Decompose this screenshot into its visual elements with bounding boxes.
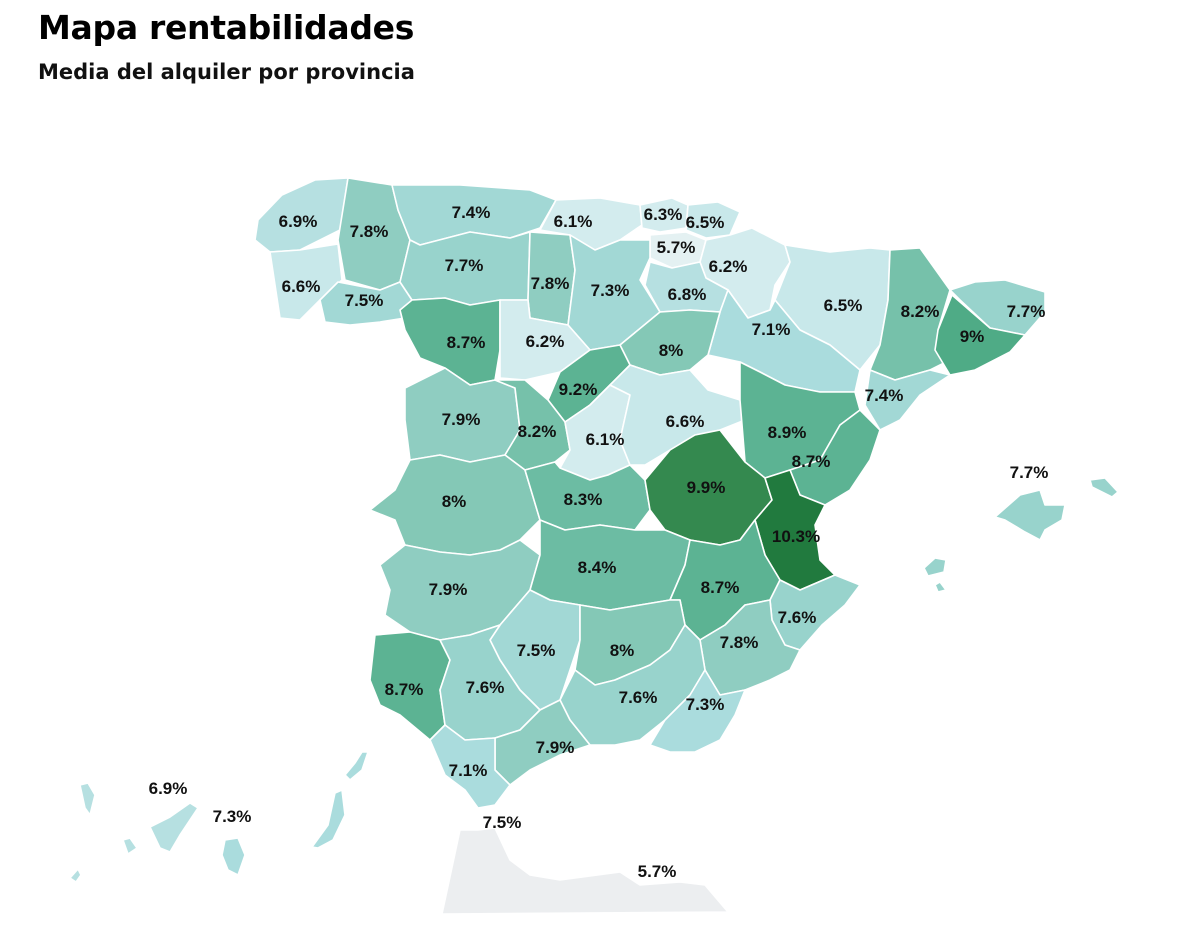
province-tenerife-la-gomera[interactable] (122, 837, 138, 855)
value-label-caceres: 8% (441, 492, 467, 511)
value-label-cuenca: 9.9% (686, 478, 726, 497)
value-label-valladolid: 6.2% (525, 332, 565, 351)
value-label-castellon: 8.7% (791, 452, 831, 471)
value-label-huelva: 8.7% (384, 680, 424, 699)
value-label-asturias: 7.4% (451, 203, 491, 222)
value-label-barcelona: 9% (959, 327, 985, 346)
province-almeria[interactable] (649, 669, 746, 753)
province-huesca[interactable] (774, 244, 891, 371)
province-las-palmas-fuerteventura[interactable] (311, 789, 346, 849)
value-label-bizkaia: 6.3% (643, 205, 683, 224)
province-barcelona[interactable] (934, 294, 1026, 376)
value-label-las-palmas: 7.3% (212, 807, 252, 826)
value-label-santa-cruz-tenerife: 6.9% (148, 779, 188, 798)
value-label-navarra: 6.2% (708, 257, 748, 276)
value-label-almeria: 7.3% (685, 695, 725, 714)
value-label-jaen: 8% (609, 641, 635, 660)
province-las-palmas-lanzarote[interactable] (344, 751, 369, 781)
province-baleares-menorca[interactable] (1089, 477, 1119, 498)
value-label-ourense: 7.5% (344, 291, 384, 310)
province-zamora[interactable] (399, 297, 501, 386)
value-label-toledo: 8.3% (563, 490, 603, 509)
province-baleares-ibiza[interactable] (923, 557, 947, 577)
value-label-palencia: 7.8% (530, 274, 570, 293)
value-label-baleares: 7.7% (1009, 463, 1049, 482)
province-las-palmas-gran-canaria[interactable] (221, 837, 246, 876)
value-label-cantabria: 6.1% (553, 212, 593, 231)
province-tarragona[interactable] (864, 369, 951, 431)
province-ceuta-melilla-area[interactable] (441, 827, 729, 915)
page-subtitle: Media del alquiler por provincia (38, 60, 415, 84)
value-label-avila: 8.2% (517, 422, 557, 441)
page-title: Mapa rentabilidades (38, 8, 415, 47)
value-label-salamanca: 7.9% (441, 410, 481, 429)
value-label-pontevedra: 6.6% (281, 277, 321, 296)
province-tenerife[interactable] (149, 802, 199, 853)
value-label-huesca: 6.5% (823, 296, 863, 315)
value-label-leon: 7.7% (444, 256, 484, 275)
value-label-murcia: 7.8% (719, 633, 759, 652)
value-label-guadalajara: 6.6% (665, 412, 705, 431)
value-label-madrid: 6.1% (585, 430, 625, 449)
value-label-lleida: 8.2% (900, 302, 940, 321)
province-tenerife-la-palma[interactable] (79, 782, 96, 816)
value-label-burgos: 7.3% (590, 281, 630, 300)
value-label-lugo: 7.8% (349, 222, 389, 241)
value-label-cadiz: 7.1% (448, 761, 488, 780)
value-label-ciudad-real: 8.4% (577, 558, 617, 577)
value-label-melilla: 5.7% (637, 862, 677, 881)
value-label-valencia: 10.3% (771, 527, 821, 546)
value-label-girona: 7.7% (1006, 302, 1046, 321)
value-label-malaga: 7.9% (535, 738, 575, 757)
province-baleares-mallorca[interactable] (994, 489, 1066, 541)
value-label-zamora: 8.7% (446, 333, 486, 352)
province-ourense[interactable] (319, 281, 413, 326)
value-label-la-rioja: 6.8% (667, 285, 707, 304)
value-label-tarragona: 7.4% (864, 386, 904, 405)
value-label-granada: 7.6% (618, 688, 658, 707)
province-baleares-formentera[interactable] (934, 581, 947, 593)
value-label-albacete: 8.7% (700, 578, 740, 597)
value-label-badajoz: 7.9% (428, 580, 468, 599)
province-girona[interactable] (949, 279, 1046, 336)
value-label-zaragoza: 7.1% (751, 320, 791, 339)
value-label-cordoba: 7.5% (516, 641, 556, 660)
value-label-soria: 8% (658, 341, 684, 360)
province-cadiz[interactable] (429, 724, 511, 809)
province-burgos[interactable] (567, 234, 661, 351)
value-label-a-coruna: 6.9% (278, 212, 318, 231)
value-label-alicante: 7.6% (777, 608, 817, 627)
value-label-araba: 5.7% (656, 238, 696, 257)
value-label-teruel: 8.9% (767, 423, 807, 442)
value-label-segovia: 9.2% (558, 380, 598, 399)
value-label-ceuta: 7.5% (482, 813, 522, 832)
value-label-sevilla: 7.6% (465, 678, 505, 697)
value-label-gipuzkoa: 6.5% (685, 213, 725, 232)
province-tenerife-el-hierro[interactable] (69, 868, 82, 883)
